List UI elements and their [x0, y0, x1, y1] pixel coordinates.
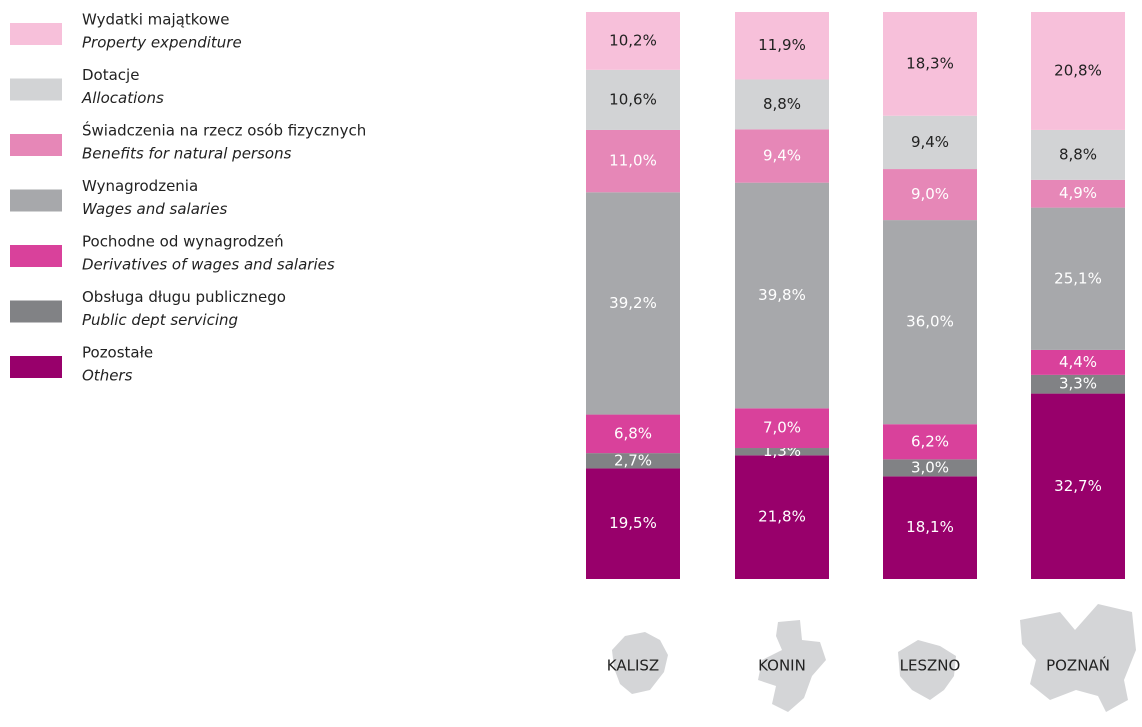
legend-swatch	[10, 189, 62, 212]
bar-segment	[735, 79, 829, 130]
bar-segment	[735, 455, 829, 579]
legend-swatch	[10, 134, 62, 156]
value-label: 6,2%	[911, 432, 949, 450]
value-label: 36,0%	[906, 313, 954, 331]
legend-label-en: Allocations	[81, 89, 164, 107]
category-label: KALISZ	[607, 657, 659, 675]
bar-segment	[883, 459, 977, 477]
value-label: 4,9%	[1059, 184, 1097, 202]
bar-segment	[883, 169, 977, 221]
legend-label: Pochodne od wynagrodzeń	[82, 233, 284, 251]
value-label: 39,8%	[758, 286, 806, 304]
bar-segment	[883, 220, 977, 425]
value-label: 9,4%	[911, 133, 949, 151]
value-label: 18,1%	[906, 518, 954, 536]
legend-label: Świadczenia na rzecz osób fizycznych	[82, 121, 366, 140]
bar-segment	[1031, 207, 1125, 350]
legend-label-en: Others	[82, 367, 133, 385]
bar-segment	[1031, 374, 1125, 394]
category-label: KONIN	[758, 657, 806, 675]
bar-segment	[586, 69, 680, 130]
value-label: 9,4%	[763, 147, 801, 165]
bar-segment	[586, 192, 680, 415]
value-label: 3,3%	[1059, 375, 1097, 393]
legend-swatch	[10, 356, 62, 378]
legend-label-en: Benefits for natural persons	[82, 145, 292, 163]
bar-segment	[586, 12, 680, 70]
value-label: 11,0%	[609, 152, 657, 170]
bar-segment	[735, 129, 829, 183]
legend-label-en: Property expenditure	[82, 34, 242, 52]
value-label: 19,5%	[609, 514, 657, 532]
value-label: 4,4%	[1059, 353, 1097, 371]
bar-segment	[1031, 129, 1125, 180]
legend-label-en: Derivatives of wages and salaries	[82, 256, 335, 274]
city-maps	[612, 604, 1136, 712]
bar-segment	[735, 408, 829, 449]
bar-segment	[735, 182, 829, 409]
bar-segment	[586, 468, 680, 579]
value-label: 10,6%	[609, 90, 657, 108]
legend-label: Pozostałe	[82, 344, 153, 362]
value-label: 3,0%	[911, 458, 949, 476]
bar-segment	[586, 414, 680, 454]
value-label: 25,1%	[1054, 269, 1102, 287]
bar-segment	[883, 424, 977, 460]
value-label: 8,8%	[763, 95, 801, 113]
legend-label: Wynagrodzenia	[82, 177, 198, 195]
legend-swatch	[10, 300, 62, 323]
map-poznan	[1020, 604, 1136, 712]
value-label: 9,0%	[911, 185, 949, 203]
category-label: LESZNO	[900, 657, 961, 675]
bar-segment	[1031, 179, 1125, 208]
bar-segment	[883, 115, 977, 170]
bar-segment	[586, 453, 680, 469]
bar-segment	[735, 12, 829, 80]
legend-label-en: Public dept servicing	[82, 311, 238, 329]
value-label: 39,2%	[609, 294, 657, 312]
bar-segment	[1031, 349, 1125, 375]
legend-label-en: Wages and salaries	[82, 200, 227, 218]
bar-segment	[586, 129, 680, 193]
value-label: 7,0%	[763, 419, 801, 437]
legend-swatch	[10, 245, 62, 267]
legend-label: Obsługa długu publicznego	[82, 288, 286, 306]
legend-swatch	[10, 78, 62, 101]
bar-segment	[1031, 12, 1125, 130]
bar-segment	[1031, 393, 1125, 579]
value-label: 11,9%	[758, 36, 806, 54]
category-label: POZNAŃ	[1046, 656, 1110, 675]
legend-swatch	[10, 23, 62, 45]
value-label: 18,3%	[906, 54, 954, 72]
value-label: 21,8%	[758, 508, 806, 526]
bar-segment	[883, 476, 977, 579]
legend-label: Dotacje	[82, 66, 139, 84]
value-label: 8,8%	[1059, 145, 1097, 163]
value-label: 32,7%	[1054, 477, 1102, 495]
value-label: 20,8%	[1054, 61, 1102, 79]
map-konin	[758, 620, 826, 712]
map-kalisz	[612, 632, 668, 694]
map-leszno	[898, 640, 956, 700]
value-label: 2,7%	[614, 451, 652, 469]
value-label: 10,2%	[609, 31, 657, 49]
bar-segment	[883, 12, 977, 116]
value-label: 6,8%	[614, 424, 652, 442]
bar-segment	[735, 448, 829, 456]
legend-label: Wydatki majątkowe	[82, 11, 230, 29]
